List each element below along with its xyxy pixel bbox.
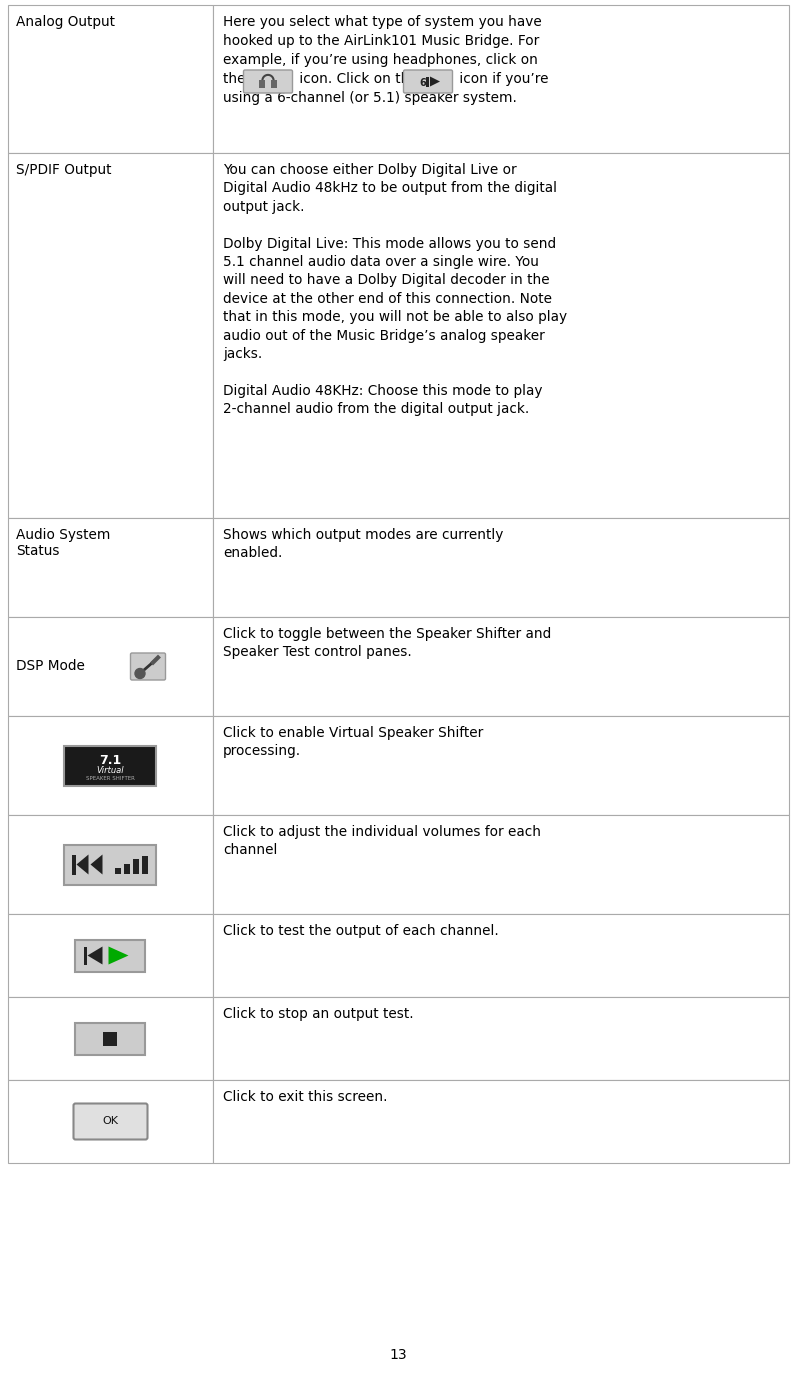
- Bar: [76, 1023, 146, 1055]
- Text: 6: 6: [419, 77, 426, 88]
- Bar: [213, 153, 789, 518]
- Bar: [8, 1080, 213, 1164]
- Bar: [8, 997, 213, 1080]
- FancyBboxPatch shape: [73, 1103, 147, 1140]
- Text: S/PDIF Output: S/PDIF Output: [16, 162, 112, 178]
- Text: Here you select what type of system you have: Here you select what type of system you …: [223, 15, 542, 29]
- Bar: [213, 617, 789, 716]
- Text: Click to toggle between the Speaker Shifter and
Speaker Test control panes.: Click to toggle between the Speaker Shif…: [223, 627, 552, 660]
- Text: Click to exit this screen.: Click to exit this screen.: [223, 1091, 387, 1104]
- Bar: [65, 745, 156, 785]
- Text: Click to adjust the individual volumes for each
channel: Click to adjust the individual volumes f…: [223, 825, 541, 858]
- Bar: [134, 859, 139, 873]
- Polygon shape: [430, 77, 440, 87]
- Bar: [8, 914, 213, 997]
- Text: 13: 13: [390, 1348, 407, 1362]
- Bar: [73, 855, 77, 874]
- Text: You can choose either Dolby Digital Live or
Digital Audio 48kHz to be output fro: You can choose either Dolby Digital Live…: [223, 162, 567, 416]
- Bar: [271, 80, 277, 88]
- FancyBboxPatch shape: [244, 70, 292, 94]
- Bar: [84, 946, 88, 964]
- Bar: [213, 6, 789, 153]
- Text: OK: OK: [103, 1117, 119, 1126]
- Bar: [8, 6, 213, 153]
- FancyBboxPatch shape: [131, 653, 166, 680]
- Polygon shape: [77, 855, 88, 874]
- Text: Audio System
Status: Audio System Status: [16, 527, 110, 558]
- Text: icon. Click on the: icon. Click on the: [295, 72, 422, 85]
- Bar: [213, 815, 789, 914]
- Text: hooked up to the AirLink101 Music Bridge. For: hooked up to the AirLink101 Music Bridge…: [223, 34, 540, 48]
- Text: using a 6-channel (or 5.1) speaker system.: using a 6-channel (or 5.1) speaker syste…: [223, 91, 517, 105]
- Bar: [213, 997, 789, 1080]
- Bar: [213, 1080, 789, 1164]
- Text: Analog Output: Analog Output: [16, 15, 115, 29]
- Bar: [8, 617, 213, 716]
- Bar: [426, 77, 429, 87]
- Bar: [213, 914, 789, 997]
- Text: Click to enable Virtual Speaker Shifter
processing.: Click to enable Virtual Speaker Shifter …: [223, 726, 483, 759]
- Polygon shape: [91, 855, 103, 874]
- Polygon shape: [88, 946, 103, 964]
- Text: icon if you’re: icon if you’re: [455, 72, 548, 85]
- Text: Shows which output modes are currently
enabled.: Shows which output modes are currently e…: [223, 527, 504, 560]
- Bar: [8, 518, 213, 617]
- Bar: [259, 80, 265, 88]
- FancyBboxPatch shape: [403, 70, 453, 94]
- Bar: [8, 153, 213, 518]
- Text: Click to stop an output test.: Click to stop an output test.: [223, 1007, 414, 1020]
- Bar: [76, 939, 146, 972]
- Polygon shape: [108, 946, 128, 964]
- Text: example, if you’re using headphones, click on: example, if you’re using headphones, cli…: [223, 52, 538, 67]
- Text: SPEAKER SHIFTER: SPEAKER SHIFTER: [86, 775, 135, 781]
- Bar: [116, 868, 121, 873]
- Text: the: the: [223, 72, 250, 85]
- Bar: [213, 716, 789, 815]
- Text: Click to test the output of each channel.: Click to test the output of each channel…: [223, 924, 499, 938]
- Bar: [8, 716, 213, 815]
- Circle shape: [135, 668, 145, 679]
- Bar: [8, 815, 213, 914]
- Bar: [143, 855, 148, 873]
- Text: Virtual: Virtual: [96, 766, 124, 775]
- Bar: [213, 518, 789, 617]
- Bar: [65, 844, 156, 884]
- Bar: [104, 1031, 117, 1045]
- Text: DSP Mode: DSP Mode: [16, 660, 84, 673]
- Bar: [124, 863, 131, 873]
- Text: 7.1: 7.1: [100, 755, 122, 767]
